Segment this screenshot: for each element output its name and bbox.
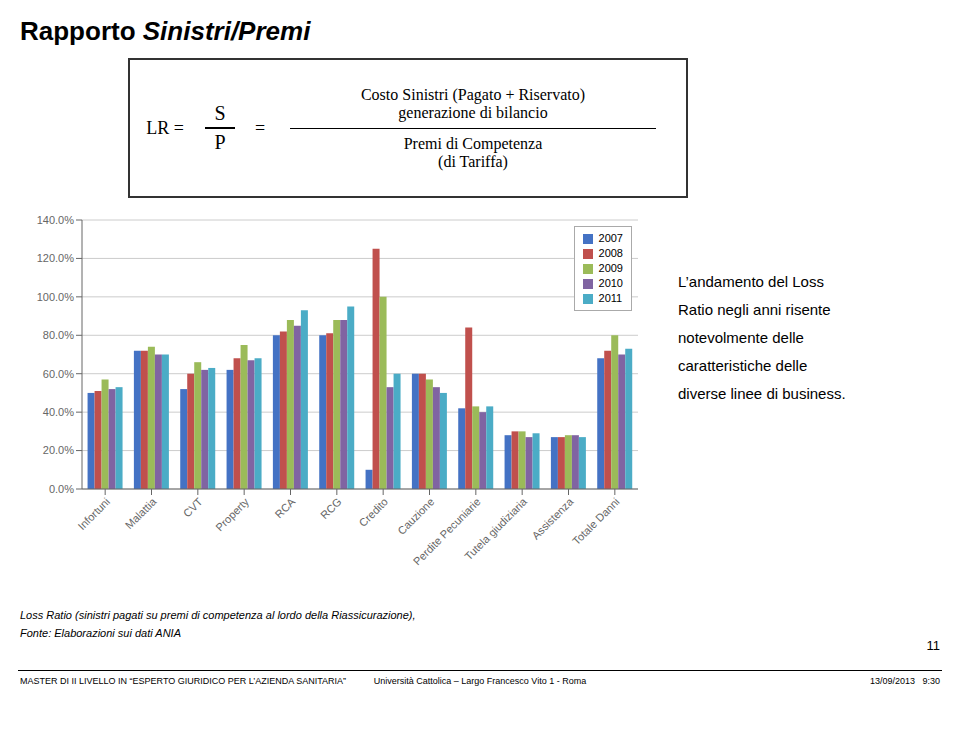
svg-text:140.0%: 140.0% (37, 214, 75, 226)
html-text:caratteristiche delle: caratteristiche delle (678, 357, 808, 374)
html-text:Fonte: Elaborazioni sui dati A: Fonte: Elaborazioni sui dati ANIA (20, 627, 181, 639)
html-text:11: 11 (926, 638, 940, 653)
html-text:13/09/2013 9:30: 13/09/2013 9:30 (869, 676, 940, 686)
html-text:2009: 2009 (598, 262, 623, 274)
html-text:2010: 2010 (598, 277, 623, 289)
html-text:P: P (214, 131, 226, 153)
svg-text:Tutela giudiziaria: Tutela giudiziaria (462, 495, 530, 563)
svg-text:40.0%: 40.0% (43, 406, 74, 418)
html-text:LR =: LR = (146, 117, 184, 138)
html-text:S: S (214, 102, 226, 124)
html-text:L’andamento del Loss: L’andamento del Loss (678, 273, 824, 290)
svg-text:0.0%: 0.0% (49, 483, 74, 495)
svg-text:Property: Property (213, 495, 251, 533)
svg-text:Infortuni: Infortuni (76, 495, 113, 532)
html-text:notevolmente delle: notevolmente delle (678, 329, 804, 346)
html-text:Ratio negli anni risente: Ratio negli anni risente (678, 301, 831, 318)
html-text:Loss Ratio (sinistri pagati su: Loss Ratio (sinistri pagati su premi di … (20, 609, 416, 621)
html-text:Rapporto Sinistri/Premi: Rapporto Sinistri/Premi (20, 16, 311, 46)
html-text:(di Tariffa): (di Tariffa) (438, 152, 508, 170)
svg-text:Perdite Pecuniarie: Perdite Pecuniarie (410, 495, 483, 568)
svg-text:Cauzione: Cauzione (395, 495, 436, 536)
svg-text:Malattia: Malattia (123, 495, 159, 531)
svg-text:CVT: CVT (181, 495, 205, 519)
svg-text:60.0%: 60.0% (43, 368, 74, 380)
svg-text:Credito: Credito (357, 495, 391, 529)
html-text:2008: 2008 (598, 247, 623, 259)
html-text:2011: 2011 (598, 292, 623, 304)
html-text:Premi di Competenza: Premi di Competenza (403, 134, 543, 152)
svg-text:100.0%: 100.0% (37, 291, 75, 303)
html-text:Costo Sinistri (Pagato + Riser: Costo Sinistri (Pagato + Riservato) (360, 85, 586, 103)
svg-text:20.0%: 20.0% (43, 444, 74, 456)
svg-text:Totale Danni: Totale Danni (570, 495, 622, 547)
html-text:generazione di bilancio: generazione di bilancio (398, 103, 548, 121)
html-text:2007: 2007 (598, 232, 623, 244)
svg-text:Assistenza: Assistenza (529, 495, 576, 542)
svg-text:RCA: RCA (273, 495, 298, 520)
svg-text:RCG: RCG (318, 495, 344, 521)
html-text:diverse linee di business.: diverse linee di business. (678, 385, 846, 402)
svg-text:120.0%: 120.0% (37, 252, 75, 264)
html-text:MASTER DI II LIVELLO IN “ESPER: MASTER DI II LIVELLO IN “ESPERTO GIURIDI… (20, 676, 347, 686)
svg-text:80.0%: 80.0% (43, 329, 74, 341)
html-text:Università Cattolica – Largo F: Università Cattolica – Largo Francesco V… (373, 676, 587, 686)
